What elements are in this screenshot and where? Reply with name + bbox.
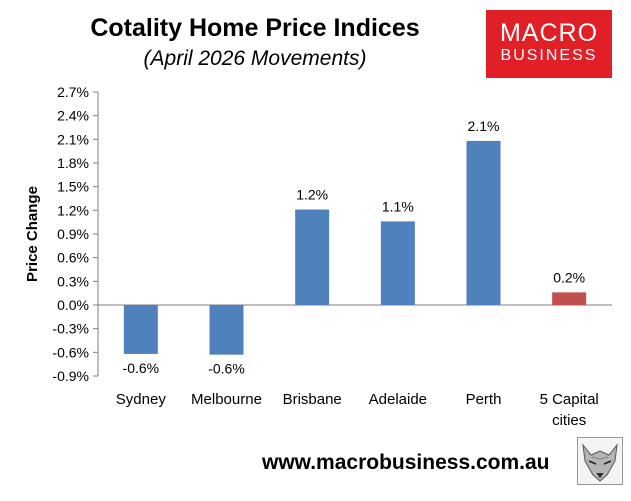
logo-line-1: MACRO [499,19,599,47]
data-label: 0.2% [553,269,585,285]
data-label: 1.2% [296,187,328,203]
x-tick-label: Brisbane [283,391,342,408]
x-tick-label: Sydney [116,391,167,408]
data-label: -0.6% [123,360,160,376]
bar [380,221,415,305]
bar [209,305,244,355]
y-tick-label: -0.6% [52,344,89,360]
y-tick-label: 2.1% [57,131,89,147]
macrobusiness-logo: MACRO BUSINESS [486,10,612,78]
y-tick-label: 2.7% [57,84,89,100]
y-tick-label: -0.3% [52,321,89,337]
bar [123,305,158,354]
data-label: -0.6% [208,361,245,377]
x-tick-label: Adelaide [369,391,427,408]
y-tick-label: 0.6% [57,250,89,266]
x-tick-label: Perth [466,391,502,408]
x-tick-label: cities [552,412,586,429]
data-label: 2.1% [468,118,500,134]
wolf-icon [577,437,623,485]
y-tick-label: 0.3% [57,273,89,289]
y-axis-title: Price Change [24,186,41,282]
logo-line-2: BUSINESS [500,47,598,64]
data-label: 1.1% [382,198,414,214]
y-tick-label: 0.9% [57,226,89,242]
chart-title: Cotality Home Price Indices [90,14,420,42]
x-tick-label: 5 Capital [540,391,599,408]
chart-subtitle: (April 2026 Movements) [143,47,367,70]
bar [552,292,587,305]
footer-url: www.macrobusiness.com.au [262,451,550,474]
y-tick-label: 1.5% [57,179,89,195]
y-tick-label: 1.2% [57,202,89,218]
x-tick-label: Melbourne [191,391,262,408]
y-tick-label: 1.8% [57,155,89,171]
y-tick-label: 0.0% [57,297,89,313]
bar [295,209,330,305]
bar [466,140,501,305]
y-tick-label: -0.9% [52,368,89,384]
y-tick-label: 2.4% [57,108,89,124]
